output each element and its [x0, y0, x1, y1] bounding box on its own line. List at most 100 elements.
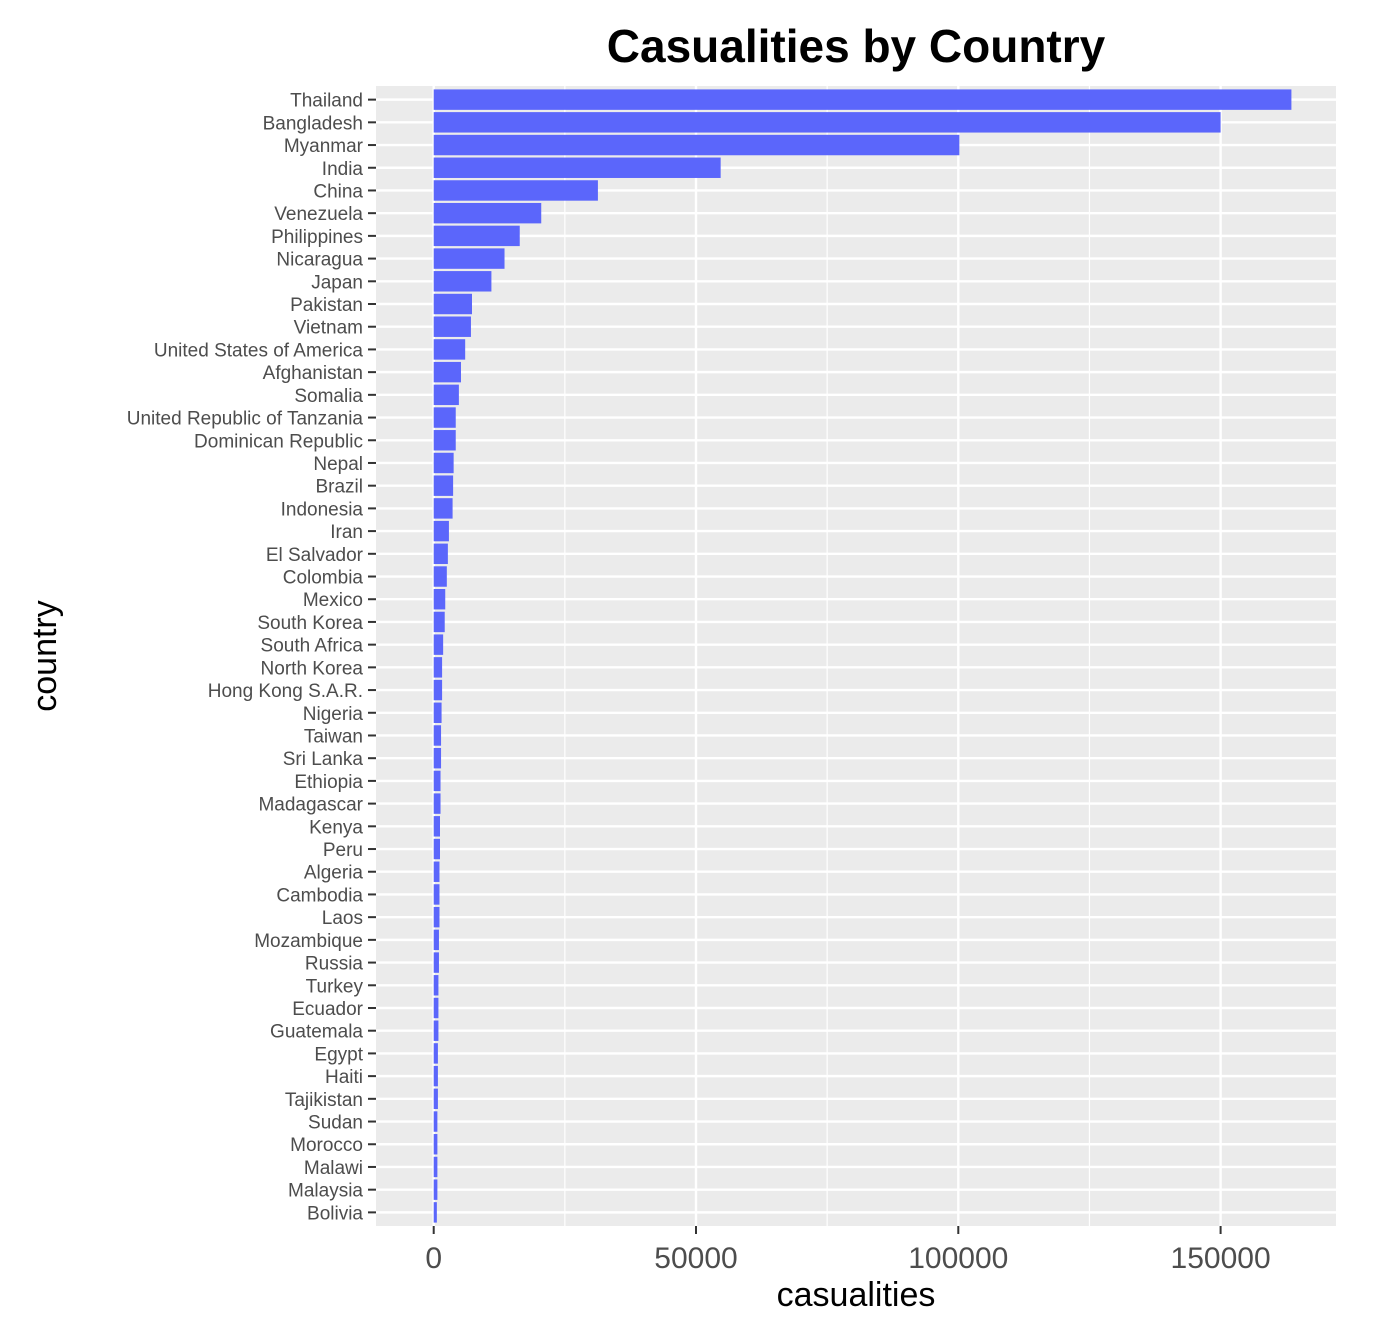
bar — [433, 520, 449, 542]
bar — [433, 89, 1292, 110]
bar — [433, 906, 440, 928]
bar — [433, 793, 441, 814]
y-tick-label: Madagascar — [258, 795, 363, 816]
y-tick-label: Iran — [330, 522, 363, 543]
bar — [433, 929, 439, 951]
y-tick-label: Sri Lanka — [283, 749, 364, 770]
chart-title: Casualities by Country — [607, 20, 1106, 72]
bar — [433, 134, 960, 156]
y-tick-label: Dominican Republic — [194, 431, 363, 452]
y-tick-label: Malawi — [304, 1158, 363, 1179]
y-tick-label: Bangladesh — [263, 113, 363, 134]
y-tick-label: Venezuela — [274, 204, 363, 225]
y-tick-label: United States of America — [154, 340, 364, 361]
y-tick-label: Taiwan — [304, 726, 363, 747]
bar — [433, 861, 440, 882]
x-tick-label: 50000 — [654, 1242, 737, 1275]
y-tick-label: Vietnam — [294, 318, 363, 339]
y-tick-label: Laos — [322, 908, 363, 929]
y-tick-label: India — [322, 159, 364, 180]
y-tick-label: Japan — [311, 272, 363, 293]
bar — [433, 293, 472, 315]
y-tick-label: North Korea — [261, 658, 364, 679]
y-tick-label: Hong Kong S.A.R. — [208, 681, 363, 702]
y-tick-label: South Africa — [261, 636, 364, 657]
y-tick-label: Cambodia — [276, 885, 363, 906]
x-tick-label: 150000 — [1171, 1242, 1271, 1275]
bar — [433, 816, 440, 837]
y-tick-label: Algeria — [304, 863, 364, 884]
bar — [433, 679, 443, 701]
y-tick-label: Ecuador — [292, 999, 363, 1020]
bar — [433, 997, 439, 1019]
bar — [433, 952, 439, 973]
bar — [433, 1043, 438, 1064]
y-tick-label: Thailand — [290, 91, 363, 112]
y-tick-label: Kenya — [309, 817, 363, 838]
bar — [433, 1020, 439, 1041]
y-tick-label: Malaysia — [288, 1181, 363, 1202]
bar — [433, 1156, 438, 1178]
bar — [433, 248, 505, 269]
bar — [433, 975, 439, 996]
bar — [433, 339, 466, 360]
bar — [433, 725, 442, 746]
bar — [433, 452, 454, 474]
bar — [433, 407, 456, 428]
bar — [433, 157, 721, 178]
bar — [433, 112, 1221, 133]
y-tick-label: United Republic of Tanzania — [127, 409, 364, 430]
bar — [433, 1202, 437, 1223]
y-tick-label: Peru — [323, 840, 363, 861]
bar — [433, 702, 442, 723]
x-axis: 0 50000 100000 150000 — [425, 1226, 1271, 1275]
y-tick-label: Nigeria — [303, 704, 364, 725]
y-tick-label: Nicaragua — [276, 250, 363, 271]
y-tick-label: Haiti — [325, 1067, 363, 1088]
plot-panel — [376, 86, 1336, 1226]
bar — [433, 589, 446, 610]
y-axis: ThailandBangladeshMyanmarIndiaChinaVenez… — [127, 91, 376, 1224]
y-tick-label: El Salvador — [266, 545, 364, 566]
y-tick-label: Nepal — [313, 454, 363, 475]
y-tick-label: Russia — [305, 954, 364, 975]
y-tick-label: China — [313, 181, 363, 202]
x-tick-label: 0 — [425, 1242, 442, 1275]
bar — [433, 202, 542, 224]
bar — [433, 361, 461, 383]
bar — [433, 566, 447, 587]
y-tick-label: Egypt — [314, 1044, 363, 1065]
y-tick-label: Philippines — [271, 227, 363, 248]
bar — [433, 747, 442, 769]
bar — [433, 770, 441, 792]
y-axis-title: country — [26, 600, 64, 712]
bar — [433, 1111, 438, 1132]
y-tick-label: South Korea — [257, 613, 363, 634]
y-tick-label: Bolivia — [307, 1203, 363, 1224]
bar — [433, 1179, 438, 1200]
bar — [433, 180, 598, 201]
y-tick-label: Turkey — [306, 976, 364, 997]
y-tick-label: Ethiopia — [294, 772, 363, 793]
bar — [433, 1134, 438, 1155]
bar — [433, 634, 444, 655]
y-tick-label: Myanmar — [284, 136, 364, 157]
bar — [433, 430, 456, 451]
bar — [433, 225, 520, 247]
y-tick-label: Colombia — [283, 568, 364, 589]
bar — [433, 543, 448, 565]
y-tick-label: Mozambique — [254, 931, 363, 952]
y-tick-label: Pakistan — [290, 295, 363, 316]
bar — [433, 884, 440, 905]
y-tick-label: Afghanistan — [263, 363, 363, 384]
x-axis-title: casualities — [777, 1276, 936, 1314]
bar — [433, 271, 492, 292]
bar — [433, 611, 445, 633]
bar — [433, 838, 440, 860]
y-tick-label: Sudan — [308, 1113, 363, 1134]
y-tick-label: Indonesia — [281, 499, 364, 520]
bar — [433, 475, 454, 496]
bar — [433, 657, 443, 678]
y-tick-label: Somalia — [294, 386, 363, 407]
